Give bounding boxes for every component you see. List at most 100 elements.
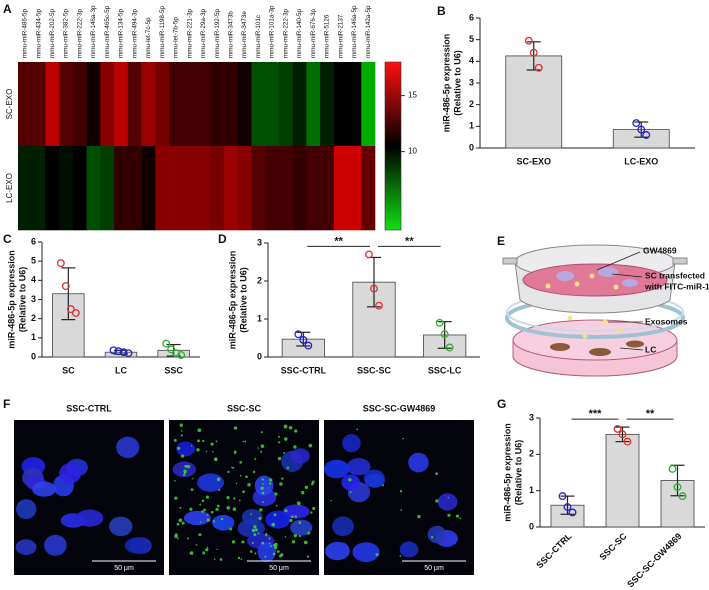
data-point: [632, 119, 641, 128]
fitc-signal: [201, 499, 205, 503]
fitc-signal: [232, 507, 237, 511]
heatmap-cell: [361, 146, 376, 231]
data-point: [568, 508, 577, 517]
data-point: [623, 437, 632, 446]
column-label: mmu-miR-486-5p: [22, 9, 29, 58]
heatmap-cell: [141, 62, 156, 147]
fitc-signal: [276, 550, 280, 554]
column-label: mmu-let-7c-5p: [145, 17, 152, 58]
nucleus: [212, 514, 235, 531]
heatmap-cell: [45, 146, 60, 231]
column-label: mmu-miR-140-5p: [296, 9, 303, 58]
fitc-signal: [268, 482, 272, 485]
data-point: [370, 284, 378, 293]
y-tick-label: 5: [31, 256, 36, 266]
fitc-signal: [261, 491, 265, 495]
x-tick-label: SSC-CTRL: [534, 531, 574, 571]
bar: [605, 433, 640, 528]
heatmap-cell: [333, 62, 348, 147]
y-tick-label: 4: [469, 56, 474, 66]
heatmap-cell: [127, 62, 142, 147]
diagram-label: GW4869: [643, 245, 677, 255]
fitc-signal: [271, 522, 276, 527]
y-tick-label: 1: [529, 485, 534, 495]
fitc-signal: [274, 545, 278, 550]
fitc-signal: [197, 439, 200, 443]
fitc-signal: [280, 552, 283, 555]
fitc-signal: [203, 508, 206, 512]
column-label: mmu-miR-465c-5p: [104, 5, 111, 58]
fitc-signal: [304, 485, 309, 490]
heatmap-cell: [292, 146, 307, 231]
fitc-signal: [260, 431, 263, 434]
fitc-signal: [349, 491, 352, 494]
diagram-label: Exosomes: [645, 316, 688, 326]
fitc-signal: [289, 518, 293, 523]
heatmap-cell: [306, 146, 321, 231]
nucleus: [59, 463, 82, 484]
nucleus: [197, 473, 225, 492]
heatmap-cell: [292, 62, 307, 147]
y-tick-label: 3: [529, 412, 534, 422]
y-axis-label: miR-486-5p expression: [441, 34, 451, 133]
panel-letter: C: [3, 232, 12, 246]
fitc-signal: [264, 533, 268, 537]
nucleus: [282, 504, 310, 519]
data-point: [177, 351, 186, 360]
scale-bar-label: 50 μm: [424, 565, 444, 572]
fitc-signal: [189, 551, 194, 555]
data-point: [172, 349, 181, 358]
significance-label: **: [405, 235, 414, 247]
heatmap-cell: [155, 146, 170, 231]
fitc-signal: [226, 505, 231, 510]
heatmap-cell: [100, 146, 115, 231]
y-tick-label: 6: [469, 12, 474, 22]
heatmap-cell: [114, 62, 129, 147]
heatmap-cell: [210, 146, 225, 231]
nucleus: [257, 541, 276, 562]
fitc-signal: [400, 509, 403, 511]
fitc-signal: [283, 451, 286, 454]
fitc-signal: [174, 480, 176, 482]
data-point: [56, 259, 65, 268]
fitc-signal: [240, 558, 243, 560]
nucleus: [15, 539, 37, 555]
fitc-signal: [273, 543, 277, 547]
micrograph-title: SSC-SC-GW4869: [363, 403, 436, 413]
fitc-signal: [298, 534, 301, 538]
fitc-signal: [177, 446, 181, 450]
nucleus: [290, 448, 310, 464]
data-point: [435, 318, 444, 327]
diagram-label: SC transfected: [645, 270, 705, 280]
fitc-signal: [253, 533, 257, 537]
heatmap-cell: [86, 146, 101, 231]
fitc-signal: [279, 482, 283, 486]
fitc-signal: [214, 457, 218, 461]
heatmap-cell: [169, 62, 184, 147]
y-axis-label: (Relative to U6): [452, 50, 462, 116]
fitc-signal: [283, 424, 288, 429]
fitc-signal: [284, 536, 287, 538]
fitc-signal: [261, 478, 265, 481]
fitc-signal: [212, 451, 214, 453]
fitc-signal: [191, 477, 194, 480]
x-tick-label: SSC-LC: [428, 365, 462, 375]
fitc-signal: [234, 452, 236, 455]
fitc-signal: [216, 504, 220, 508]
nucleus: [427, 525, 447, 544]
fitc-signal: [291, 540, 296, 544]
column-label: mmu-miR-146a-3p: [90, 5, 97, 58]
data-point: [678, 492, 687, 501]
heatmap-cell: [59, 62, 74, 147]
bar: [505, 55, 563, 149]
y-tick-label: 3: [31, 294, 36, 304]
panel-letter: D: [218, 232, 227, 246]
heatmap-cell: [31, 146, 46, 231]
fitc-signal: [186, 537, 189, 540]
fitc-signal: [180, 454, 185, 458]
fitc-signal: [251, 528, 256, 533]
y-tick-label: 2: [31, 313, 36, 323]
row-label: SC-EXO: [5, 89, 14, 120]
column-label: mmu-miR-382-5p: [63, 9, 70, 58]
fitc-signal: [206, 546, 209, 549]
